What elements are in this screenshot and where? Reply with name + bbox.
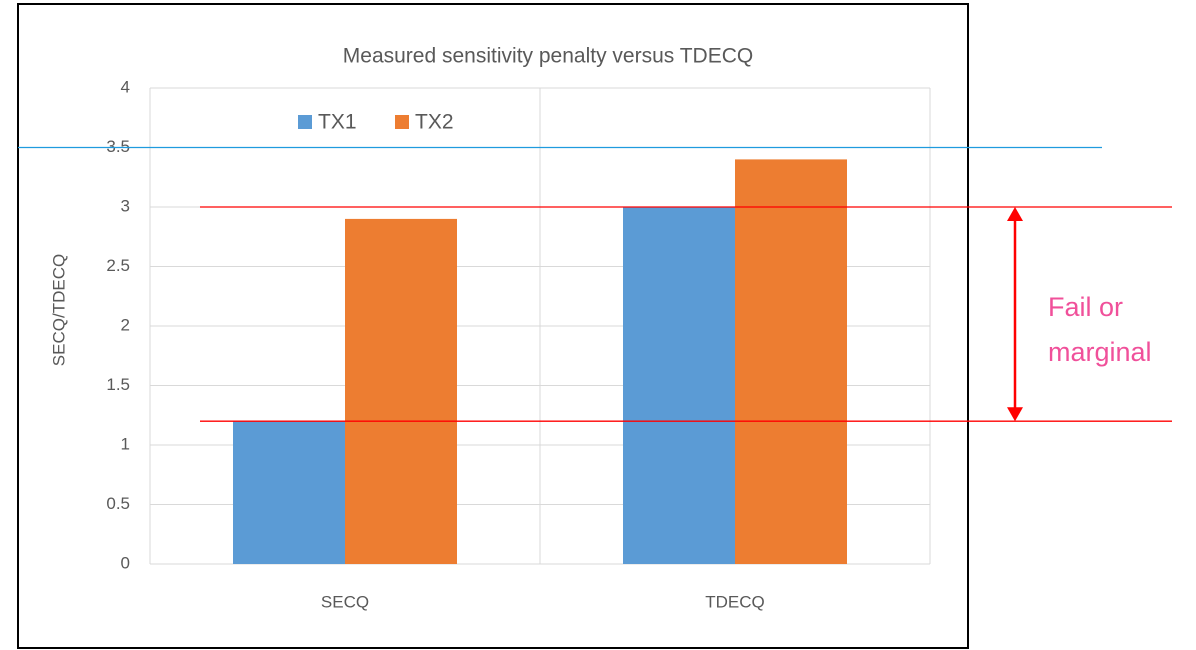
y-tick-label: 0	[121, 553, 130, 572]
x-tick-label: TDECQ	[705, 592, 765, 611]
legend-swatch	[298, 115, 312, 129]
y-tick-label: 4	[121, 77, 130, 96]
arrow-head	[1007, 407, 1023, 422]
bar	[233, 421, 345, 564]
y-tick-label: 0.5	[106, 494, 130, 513]
legend-label: TX1	[318, 111, 357, 134]
legend-swatch	[395, 115, 409, 129]
legend-label: TX2	[415, 111, 454, 134]
y-tick-label: 3.5	[106, 137, 130, 156]
y-tick-label: 1	[121, 434, 130, 453]
bar	[735, 159, 847, 564]
annotation: marginal	[1048, 337, 1152, 367]
y-axis-label: SECQ/TDECQ	[49, 254, 68, 366]
y-tick-label: 1.5	[106, 375, 130, 394]
annotation: Fail or	[1048, 292, 1123, 322]
bar	[623, 207, 735, 564]
y-tick-label: 2	[121, 315, 130, 334]
bar	[345, 218, 457, 564]
y-tick-label: 3	[121, 196, 130, 215]
chart-title: Measured sensitivity penalty versus TDEC…	[343, 45, 753, 68]
y-tick-label: 2.5	[106, 256, 130, 275]
x-tick-label: SECQ	[321, 592, 369, 611]
arrow-head	[1007, 207, 1023, 221]
